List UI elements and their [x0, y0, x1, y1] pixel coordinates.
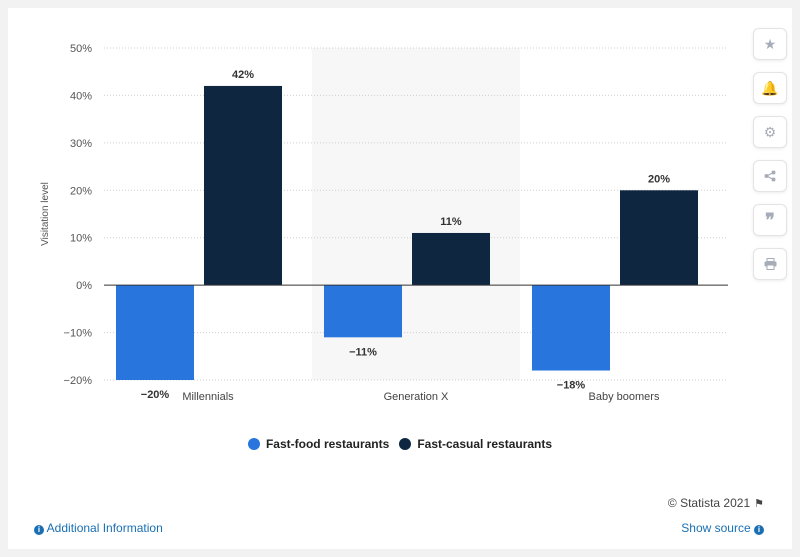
y-tick-label: 0% [76, 280, 92, 292]
y-tick-label: 30% [70, 138, 92, 150]
y-tick-label: −20% [64, 375, 93, 387]
star-icon[interactable]: ★ [753, 28, 787, 60]
bar-fast-food [324, 285, 402, 338]
y-tick-label: 50% [70, 43, 92, 55]
data-label: −18% [557, 380, 586, 392]
bar-fast-casual [412, 232, 490, 286]
statista-credit[interactable]: © Statista 2021 ⚑ [668, 496, 764, 510]
y-tick-label: 20% [70, 185, 92, 197]
bar-fast-food [532, 285, 610, 371]
credit-text: © Statista 2021 [667, 496, 751, 510]
legend-item-fast-casual[interactable]: Fast-casual restaurants [399, 437, 552, 451]
share-icon[interactable] [753, 160, 787, 192]
x-tick-label: Millennials [182, 391, 234, 403]
show-source-link[interactable]: Show source i [681, 521, 764, 535]
data-label: 11% [440, 216, 462, 228]
y-tick-label: 10% [70, 233, 92, 245]
legend-marker-fast-food [247, 438, 260, 450]
bar-fast-food [116, 285, 194, 380]
x-tick-label: Baby boomers [589, 391, 660, 403]
additional-information-link[interactable]: i Additional Information [34, 521, 163, 535]
additional-information-label: Additional Information [46, 521, 163, 535]
gear-icon[interactable]: ⚙ [753, 116, 787, 148]
legend-item-fast-food[interactable]: Fast-food restaurants [247, 437, 390, 451]
y-axis-label: Visitation level [40, 182, 51, 246]
bar-fast-casual [620, 190, 698, 286]
bar-chart: −20% −10% 0% 10% 20% 30% 40% 50% Visitation leve… [40, 43, 728, 403]
y-tick-label: 40% [70, 90, 92, 102]
info-icon: i [754, 525, 764, 535]
print-icon[interactable] [753, 248, 787, 280]
quote-icon[interactable]: ❞ [753, 204, 787, 236]
y-tick-label: −10% [64, 328, 93, 340]
data-label: −20% [141, 389, 170, 401]
data-label: 20% [648, 173, 670, 185]
legend-marker-fast-casual [399, 438, 412, 450]
flag-icon[interactable]: ⚑ [754, 498, 764, 510]
info-icon: i [34, 525, 44, 535]
bar-fast-casual [204, 85, 282, 286]
legend-label-fast-food: Fast-food restaurants [265, 437, 390, 451]
data-label: −11% [349, 346, 377, 358]
chart-legend: Fast-food restaurants Fast-casual restau… [8, 437, 792, 451]
side-toolbar: ★ 🔔 ⚙ ❞ [753, 28, 787, 292]
legend-label-fast-casual: Fast-casual restaurants [417, 437, 553, 451]
x-tick-label: Generation X [384, 391, 449, 403]
show-source-label: Show source [681, 521, 751, 535]
chart-card: −20% −10% 0% 10% 20% 30% 40% 50% Visitation leve… [8, 8, 792, 549]
data-label: 42% [232, 69, 254, 81]
bell-icon[interactable]: 🔔 [753, 72, 787, 104]
